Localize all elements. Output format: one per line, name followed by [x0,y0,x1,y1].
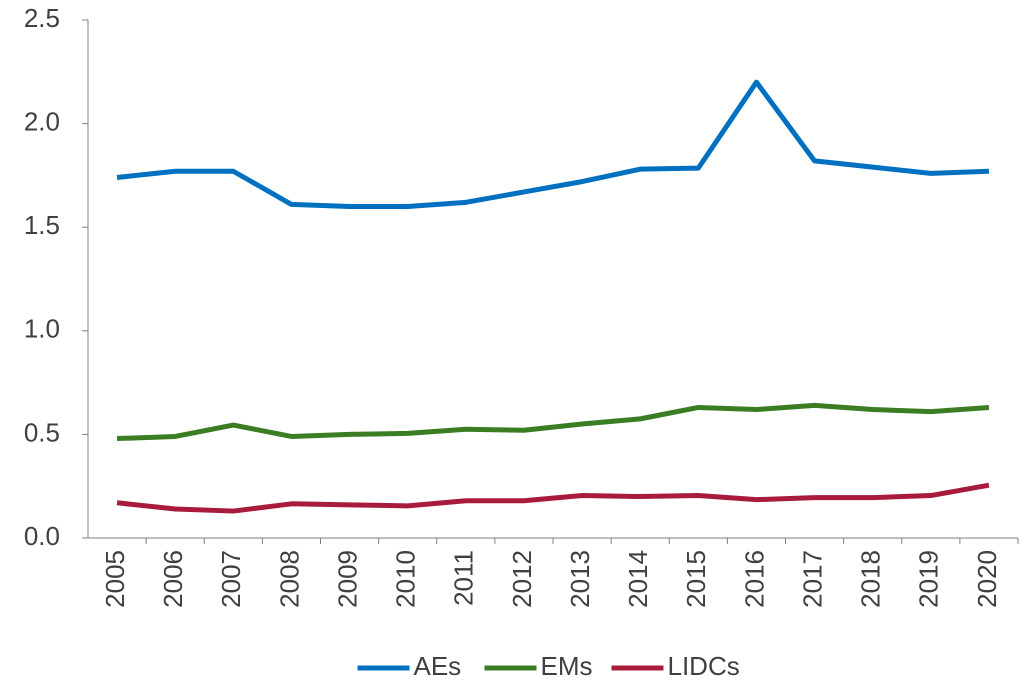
x-tick-label: 2013 [565,550,595,608]
x-tick-label: 2012 [507,550,537,608]
x-tick-label: 2008 [274,550,304,608]
x-tick-label: 2010 [391,550,421,608]
x-tick-label: 2016 [739,550,769,608]
y-tick-label: 2.0 [24,106,60,136]
y-tick-label: 1.0 [24,314,60,344]
x-tick-label: 2017 [797,550,827,608]
x-tick-label: 2011 [449,550,479,606]
series-line [116,482,990,514]
x-tick-label: 2006 [158,550,188,608]
y-tick-label: 0.5 [24,417,60,447]
x-tick-label: 2009 [332,550,362,608]
x-tick-label: 2014 [623,550,653,608]
series-line [116,79,990,209]
legend-label: AEs [414,651,462,681]
legend-label: EMs [541,651,593,681]
y-tick-label: 0.0 [24,521,60,551]
y-tick-label: 2.5 [24,3,60,33]
x-tick-label: 2007 [216,550,246,608]
x-tick-label: 2019 [914,550,944,608]
y-tick-label: 1.5 [24,210,60,240]
x-tick-label: 2015 [681,550,711,608]
x-tick-label: 2018 [856,550,886,608]
x-tick-label: 2005 [100,550,130,608]
series-line [116,402,990,442]
legend-label: LIDCs [668,651,740,681]
x-tick-label: 2020 [972,550,1002,608]
